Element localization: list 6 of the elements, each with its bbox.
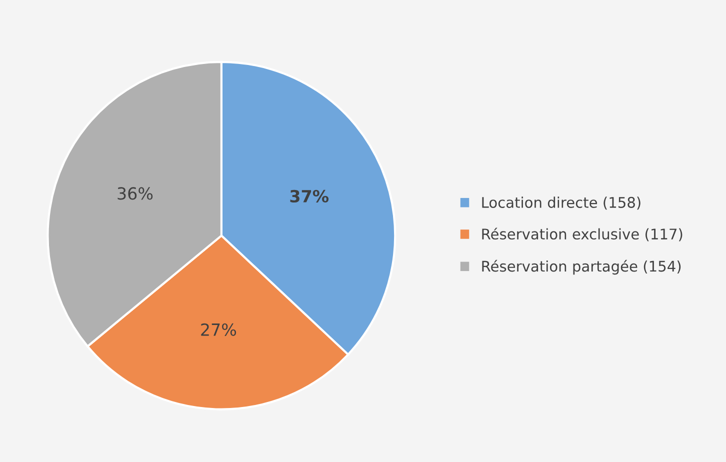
data-label: 37% (290, 190, 329, 203)
legend-label: Réservation partagée (154) (482, 260, 681, 275)
legend-label: Réservation exclusive (117) (482, 228, 682, 242)
data-label: 36% (118, 187, 153, 200)
data-label: 27% (201, 323, 236, 336)
legend-label: Location directe (158) (482, 196, 640, 210)
